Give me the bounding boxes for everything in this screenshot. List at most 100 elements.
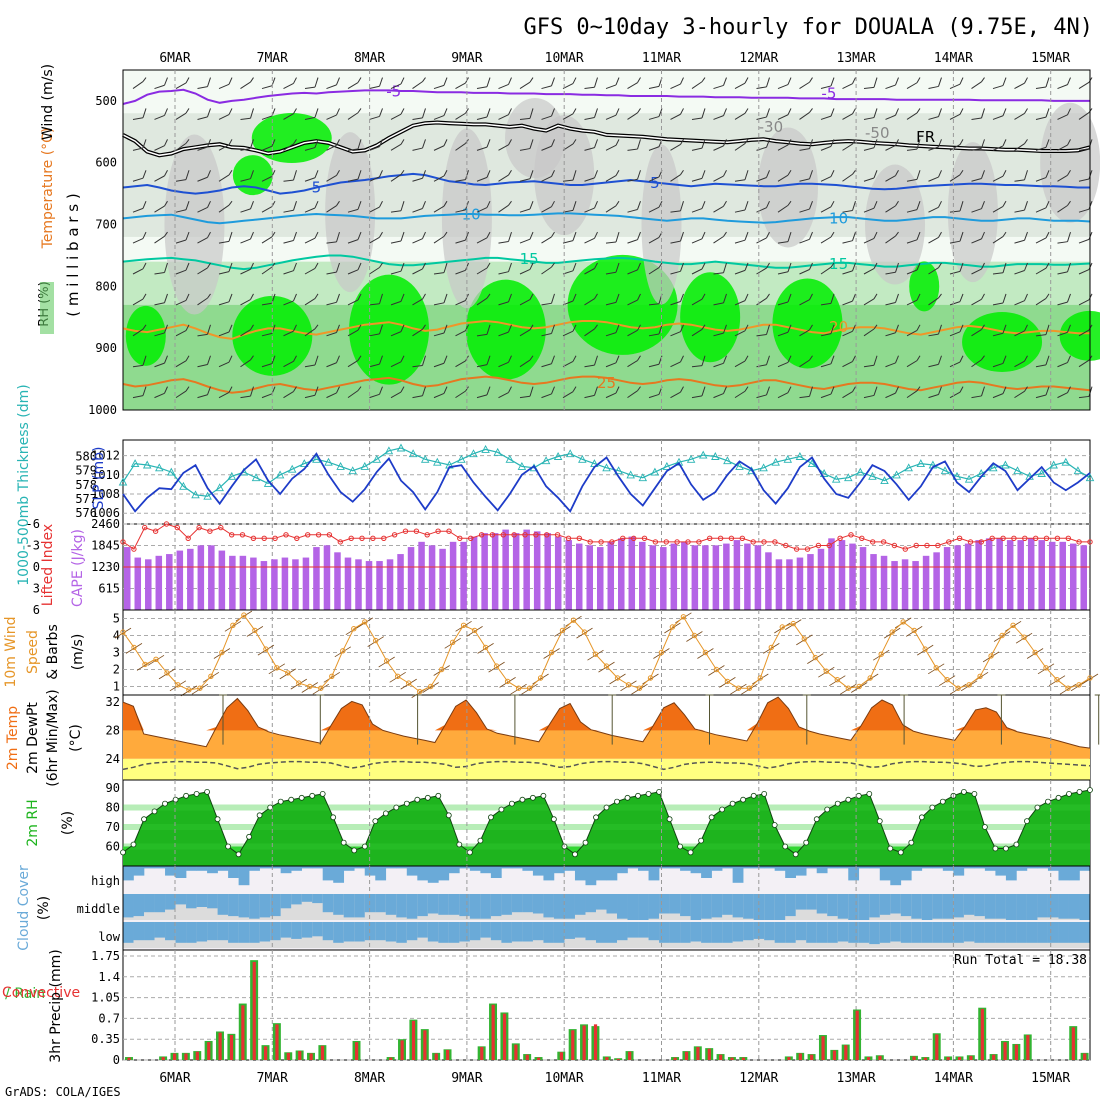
barb-shaft	[1014, 209, 1025, 213]
wind-barb	[541, 77, 555, 90]
wind-barb	[498, 200, 512, 213]
barb-flag	[443, 200, 448, 207]
barb-flag	[895, 108, 899, 116]
li-point	[391, 532, 398, 538]
thickness-point	[674, 457, 684, 466]
rh2m-point	[635, 792, 641, 799]
barb-flag	[185, 324, 190, 331]
cloud-high-bar	[848, 866, 860, 881]
barb-flag	[228, 355, 233, 363]
cape-bar	[449, 541, 457, 610]
barb-shaft	[691, 81, 703, 89]
barb-shaft	[197, 86, 208, 90]
li-point	[120, 539, 126, 545]
cape-bar	[1006, 540, 1014, 610]
thickness-point	[191, 490, 200, 499]
wind10m-point	[867, 675, 873, 681]
barb-flag	[443, 139, 448, 146]
thickness-point	[1037, 469, 1046, 477]
barb-flag	[529, 170, 534, 179]
cape-bar	[554, 536, 562, 610]
cape-bar	[491, 533, 499, 610]
cloud-middle-bar	[795, 894, 807, 910]
pressure-tick-label: 900	[95, 341, 117, 355]
wind-barb	[863, 139, 878, 151]
thickness-point	[783, 454, 793, 463]
wind-barb	[132, 231, 147, 244]
barb-flag	[293, 324, 297, 332]
barb-shaft	[648, 85, 660, 90]
surface-wind-barb	[114, 627, 132, 639]
wind-barb	[347, 170, 362, 182]
wind-barb	[433, 293, 448, 306]
cloud-high-bar	[175, 866, 187, 878]
barb-shaft	[132, 207, 144, 213]
li-point	[163, 521, 170, 527]
cape-bar	[1059, 541, 1066, 610]
barb-flag	[314, 170, 319, 178]
barb-flag	[443, 324, 448, 334]
wind-barb	[1057, 108, 1071, 120]
barb-shaft	[154, 332, 165, 337]
wind-barb	[605, 293, 620, 306]
surface-wind-barb	[905, 626, 923, 637]
barb-flag	[551, 108, 555, 117]
barb-flag	[766, 231, 770, 239]
barb-shaft	[1057, 331, 1068, 337]
cloud-low-bar	[469, 922, 481, 941]
barb-flag	[250, 170, 254, 179]
barb-shaft	[799, 299, 810, 306]
barb-flag	[916, 231, 921, 240]
wind-barb	[218, 231, 233, 244]
date-label-bottom: 14MAR	[934, 1071, 973, 1086]
barb-flag	[551, 77, 555, 87]
wind-barb	[842, 77, 856, 89]
barb-shaft	[433, 392, 445, 399]
barb-shaft	[261, 363, 273, 368]
wind-barb	[928, 293, 942, 306]
precip-convective-bar	[264, 1046, 268, 1060]
wind-barb	[347, 108, 362, 120]
precip-tick-label: 0.7	[98, 1011, 120, 1025]
wind-barb	[691, 200, 706, 213]
cloud-middle-bar	[1005, 894, 1017, 920]
cloud-high-bar	[144, 866, 155, 869]
barb-shaft	[992, 85, 1004, 90]
barb-shaft	[240, 178, 251, 182]
barb-shaft	[240, 147, 251, 151]
precip-convective-bar	[355, 1042, 359, 1060]
barb-flag	[615, 170, 620, 176]
precip-tick-label: 1.75	[91, 949, 120, 963]
barb-flag	[723, 139, 727, 147]
barb-flag	[766, 77, 770, 87]
wind-barb	[1035, 324, 1050, 337]
wind-barb	[584, 355, 598, 368]
barb-flag	[207, 108, 211, 118]
wind-barb	[670, 169, 684, 182]
li-point	[348, 535, 354, 541]
barb-shaft	[433, 205, 445, 213]
barb-shaft	[928, 363, 939, 368]
surface-wind-barb	[466, 626, 483, 637]
barb-flag	[594, 139, 598, 148]
cloud-high-bar	[186, 866, 197, 871]
wind-barb	[906, 108, 921, 120]
barb-shaft	[799, 269, 810, 275]
barb-shaft	[627, 360, 638, 368]
barb-shaft	[584, 86, 595, 90]
wind-barb	[498, 139, 512, 151]
cloud-low-bar	[848, 922, 860, 943]
cape-bar	[712, 545, 720, 610]
barb-shaft	[541, 393, 552, 399]
wind-barb	[175, 108, 190, 120]
barb-shaft	[777, 204, 789, 213]
cloud-high-bar	[522, 866, 534, 871]
rh2m-point	[918, 814, 925, 821]
wind10m-point	[1010, 622, 1016, 628]
wind-barb	[756, 170, 770, 182]
precip-convective-bar	[1003, 1042, 1007, 1060]
barb-shaft	[842, 391, 853, 399]
wind-barb	[971, 231, 985, 244]
rh2m-point	[719, 806, 725, 813]
run-total-label: Run Total = 18.38	[954, 953, 1087, 968]
